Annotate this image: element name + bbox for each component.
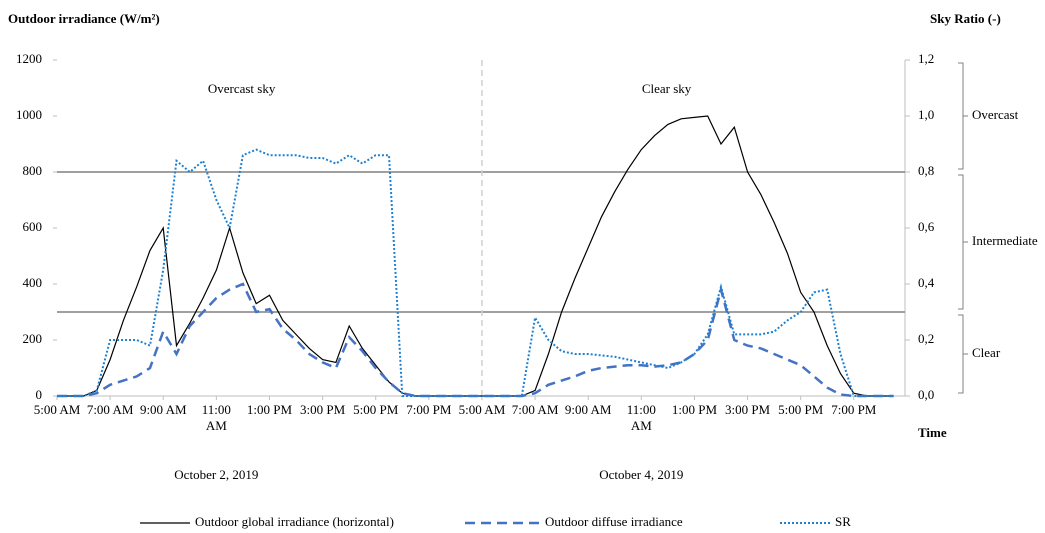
x-tick-label: 7:00 AM — [86, 402, 134, 417]
series-line — [57, 148, 894, 397]
x-tick-label: 5:00 AM — [458, 402, 506, 417]
legend-label: Outdoor diffuse irradiance — [545, 514, 683, 529]
y2-tick-label: 0,0 — [918, 387, 934, 402]
date-label: October 2, 2019 — [174, 467, 258, 482]
y2-tick-label: 0,8 — [918, 163, 934, 178]
series-line — [57, 115, 894, 397]
series-line — [57, 282, 894, 398]
x-tick-label: 1:00 PM — [246, 402, 293, 417]
x-tick-label: 5:00 PM — [778, 402, 824, 417]
chart-title: Outdoor irradiance (W/m²) — [8, 11, 160, 26]
x-tick-label: 9:00 AM — [564, 402, 612, 417]
y2-tick-label: 0,6 — [918, 219, 935, 234]
y-tick-label: 1200 — [16, 51, 42, 66]
class-bracket — [958, 314, 964, 394]
class-label: Clear — [972, 345, 1001, 360]
sky-annotation: Clear sky — [642, 81, 692, 96]
x-tick-label: 3:00 PM — [724, 402, 771, 417]
x-tick-label: 11:00 AM — [626, 402, 656, 433]
class-label: Intermediate — [972, 233, 1038, 248]
y-tick-label: 0 — [36, 387, 43, 402]
x-tick-label: 7:00 PM — [406, 402, 452, 417]
y2-tick-label: 0,4 — [918, 275, 935, 290]
legend-label: Outdoor global irradiance (horizontal) — [195, 514, 394, 529]
sky-annotation: Overcast sky — [208, 81, 276, 96]
y2-tick-label: 1,2 — [918, 51, 934, 66]
date-label: October 4, 2019 — [599, 467, 683, 482]
x-title: Time — [918, 425, 947, 440]
class-label: Overcast — [972, 107, 1019, 122]
x-tick-label: 5:00 PM — [353, 402, 399, 417]
y2-tick-label: 1,0 — [918, 107, 934, 122]
y-tick-label: 600 — [23, 219, 43, 234]
class-bracket — [958, 62, 964, 170]
x-tick-label: 11:00 AM — [201, 402, 231, 433]
y2-title: Sky Ratio (-) — [930, 11, 1001, 26]
y-tick-label: 200 — [23, 331, 43, 346]
x-tick-label: 5:00 AM — [33, 402, 81, 417]
y-tick-label: 1000 — [16, 107, 42, 122]
y-tick-label: 400 — [23, 275, 43, 290]
legend-label: SR — [835, 514, 851, 529]
x-tick-label: 3:00 PM — [300, 402, 346, 417]
x-tick-label: 9:00 AM — [139, 402, 187, 417]
y-tick-label: 800 — [23, 163, 43, 178]
x-tick-label: 1:00 PM — [671, 402, 718, 417]
x-tick-label: 7:00 AM — [511, 402, 559, 417]
x-tick-label: 7:00 PM — [831, 402, 877, 417]
class-bracket — [958, 174, 964, 310]
y2-tick-label: 0,2 — [918, 331, 934, 346]
